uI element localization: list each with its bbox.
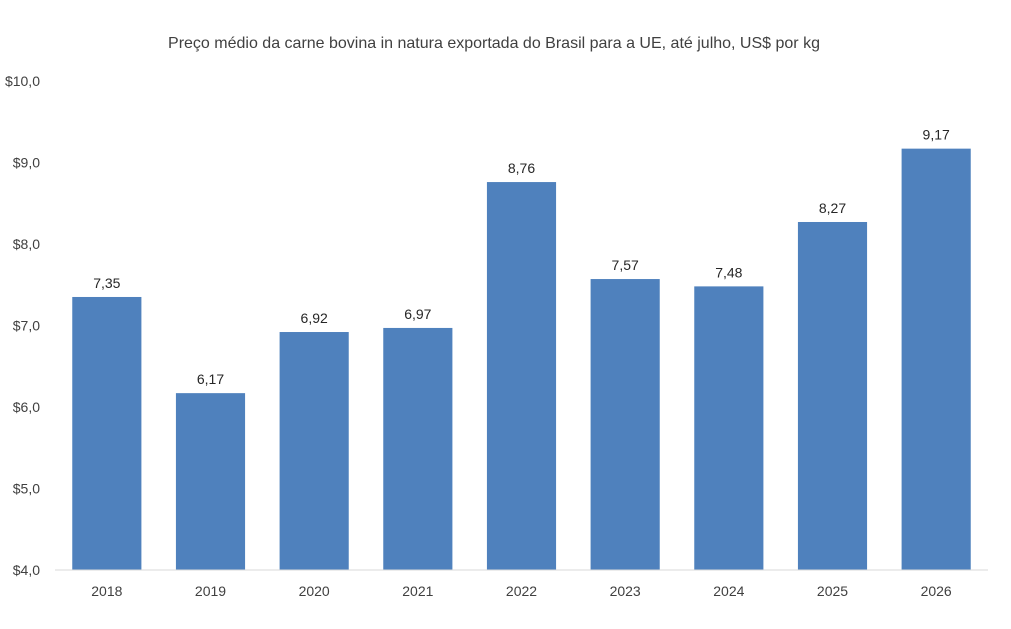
data-label-2026: 9,17 <box>923 127 950 143</box>
data-label-2023: 7,57 <box>612 257 639 273</box>
chart-title: Preço médio da carne bovina in natura ex… <box>168 35 820 52</box>
x-axis: 2018 2019 2020 2021 2022 2023 2024 2025 2026 <box>55 569 988 599</box>
x-tick-label: 2020 <box>299 583 330 599</box>
data-label-2024: 7,48 <box>715 264 742 280</box>
bar-2018 <box>72 296 142 570</box>
bar-2026 <box>901 148 971 570</box>
bar-2019 <box>175 393 246 570</box>
x-tick-label: 2022 <box>506 583 537 599</box>
bar-2023 <box>590 279 660 570</box>
x-tick-label: 2024 <box>713 583 744 599</box>
data-label-2022: 8,76 <box>508 160 535 176</box>
data-label-2019: 6,17 <box>197 371 224 387</box>
data-label-2025: 8,27 <box>819 200 846 216</box>
x-tick-label: 2025 <box>817 583 848 599</box>
bar-2024 <box>694 286 764 570</box>
x-tick-label: 2026 <box>921 583 952 599</box>
bar-series <box>72 148 971 570</box>
y-tick-label: $5,0 <box>13 481 40 497</box>
data-labels: 7,35 6,17 6,92 6,97 8,76 7,57 7,48 8,27 9,17 <box>93 127 950 387</box>
y-tick-label: $4,0 <box>13 562 40 578</box>
bar-2025 <box>797 221 868 570</box>
y-tick-label: $9,0 <box>13 155 40 171</box>
x-tick-label: 2021 <box>402 583 433 599</box>
data-label-2018: 7,35 <box>93 275 120 291</box>
y-tick-label: $6,0 <box>13 399 40 415</box>
bar-2020 <box>279 332 349 570</box>
data-label-2021: 6,97 <box>404 306 431 322</box>
y-tick-label: $10,0 <box>5 73 40 89</box>
bar-2022 <box>486 182 557 570</box>
y-tick-label: $7,0 <box>13 318 40 334</box>
x-tick-label: 2023 <box>610 583 641 599</box>
y-axis: $4,0 $5,0 $6,0 $7,0 $8,0 $9,0 $10,0 <box>5 73 40 578</box>
x-tick-label: 2018 <box>91 583 122 599</box>
y-tick-label: $8,0 <box>13 236 40 252</box>
bar-2021 <box>383 327 453 570</box>
x-tick-label: 2019 <box>195 583 226 599</box>
data-label-2020: 6,92 <box>301 310 328 326</box>
